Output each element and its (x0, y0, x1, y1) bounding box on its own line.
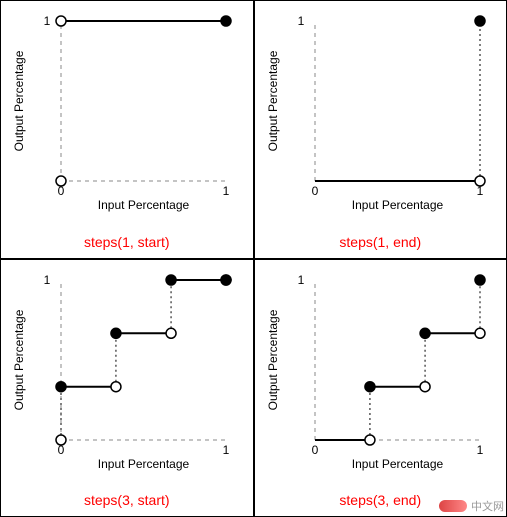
chart-caption: steps(1, end) (255, 230, 507, 258)
svg-text:1: 1 (297, 273, 304, 287)
svg-text:1: 1 (44, 273, 51, 287)
svg-text:0: 0 (311, 443, 318, 457)
svg-text:1: 1 (223, 184, 230, 198)
svg-text:0: 0 (311, 184, 318, 198)
svg-text:Input Percentage: Input Percentage (351, 457, 443, 471)
chart-plot: Output Percentage Input Percentage 1 0 1 (255, 260, 507, 489)
svg-text:Output Percentage: Output Percentage (12, 50, 26, 151)
svg-text:Output Percentage: Output Percentage (266, 309, 280, 410)
svg-text:Input Percentage: Input Percentage (351, 198, 443, 212)
svg-text:1: 1 (476, 443, 483, 457)
svg-text:Output Percentage: Output Percentage (266, 50, 280, 151)
chart-grid: Output Percentage Input Percentage 1 0 1 step… (0, 0, 507, 517)
svg-text:Input Percentage: Input Percentage (98, 198, 190, 212)
chart-panel: Output PercentageInput Percentage101step… (254, 0, 507, 259)
chart-caption: steps(3, end) (255, 488, 507, 516)
chart-plot: Output PercentageInput Percentage101 (255, 1, 507, 230)
svg-text:Input Percentage: Input Percentage (98, 457, 190, 471)
chart-plot: Output PercentageInput Percentage101 (1, 1, 253, 230)
chart-panel: Output PercentageInput Percentage101step… (0, 0, 254, 259)
chart-plot: Output PercentageInput Percentage101 (1, 260, 253, 489)
svg-text:1: 1 (223, 443, 230, 457)
svg-text:1: 1 (297, 14, 304, 28)
chart-caption: steps(3, start) (1, 488, 253, 516)
chart-panel: Output PercentageInput Percentage101step… (0, 259, 254, 517)
chart-panel: Output Percentage Input Percentage 1 0 1 step… (254, 259, 507, 517)
svg-text:1: 1 (44, 14, 51, 28)
chart-caption: steps(1, start) (1, 230, 253, 258)
svg-text:Output Percentage: Output Percentage (12, 309, 26, 410)
